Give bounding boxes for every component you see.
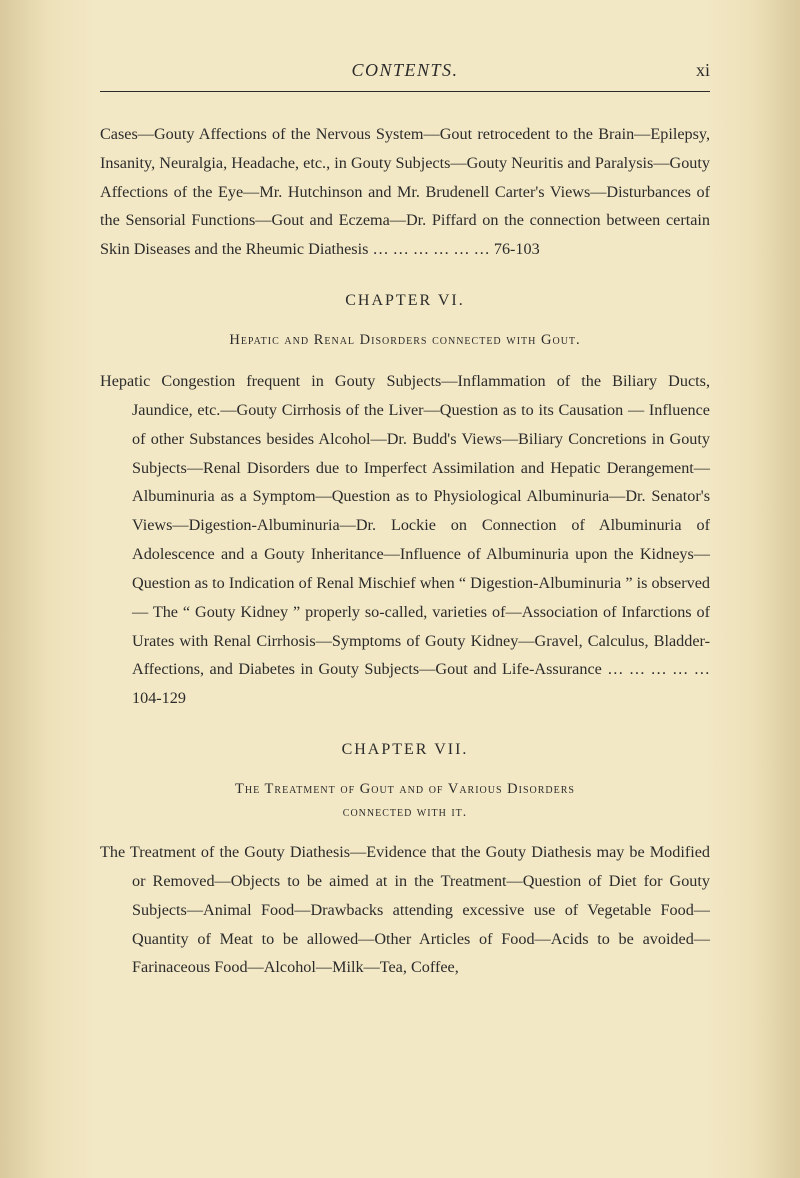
running-title: CONTENTS. (140, 60, 670, 81)
chapter-vii-text: The Treatment of the Gouty Diathesis—Evi… (100, 838, 710, 982)
chapter-vii-title-line1: The Treatment of Gout and of Various Dis… (100, 781, 710, 798)
chapter-vii-title-line2: connected with it. (100, 804, 710, 820)
page-number: xi (670, 60, 710, 81)
chapter-vi-heading: CHAPTER VI. (100, 292, 710, 310)
chapter-v-continued: Cases—Gouty Affections of the Nervous Sy… (100, 120, 710, 264)
chapter-vi-text: Hepatic Congestion frequent in Gouty Sub… (100, 367, 710, 713)
book-page: CONTENTS. xi Cases—Gouty Affections of t… (0, 0, 800, 1178)
header-rule (100, 91, 710, 92)
chapter-vi-title: Hepatic and Renal Disorders connected wi… (100, 332, 710, 349)
chapter-vii-heading: CHAPTER VII. (100, 741, 710, 759)
running-head: CONTENTS. xi (100, 60, 710, 81)
